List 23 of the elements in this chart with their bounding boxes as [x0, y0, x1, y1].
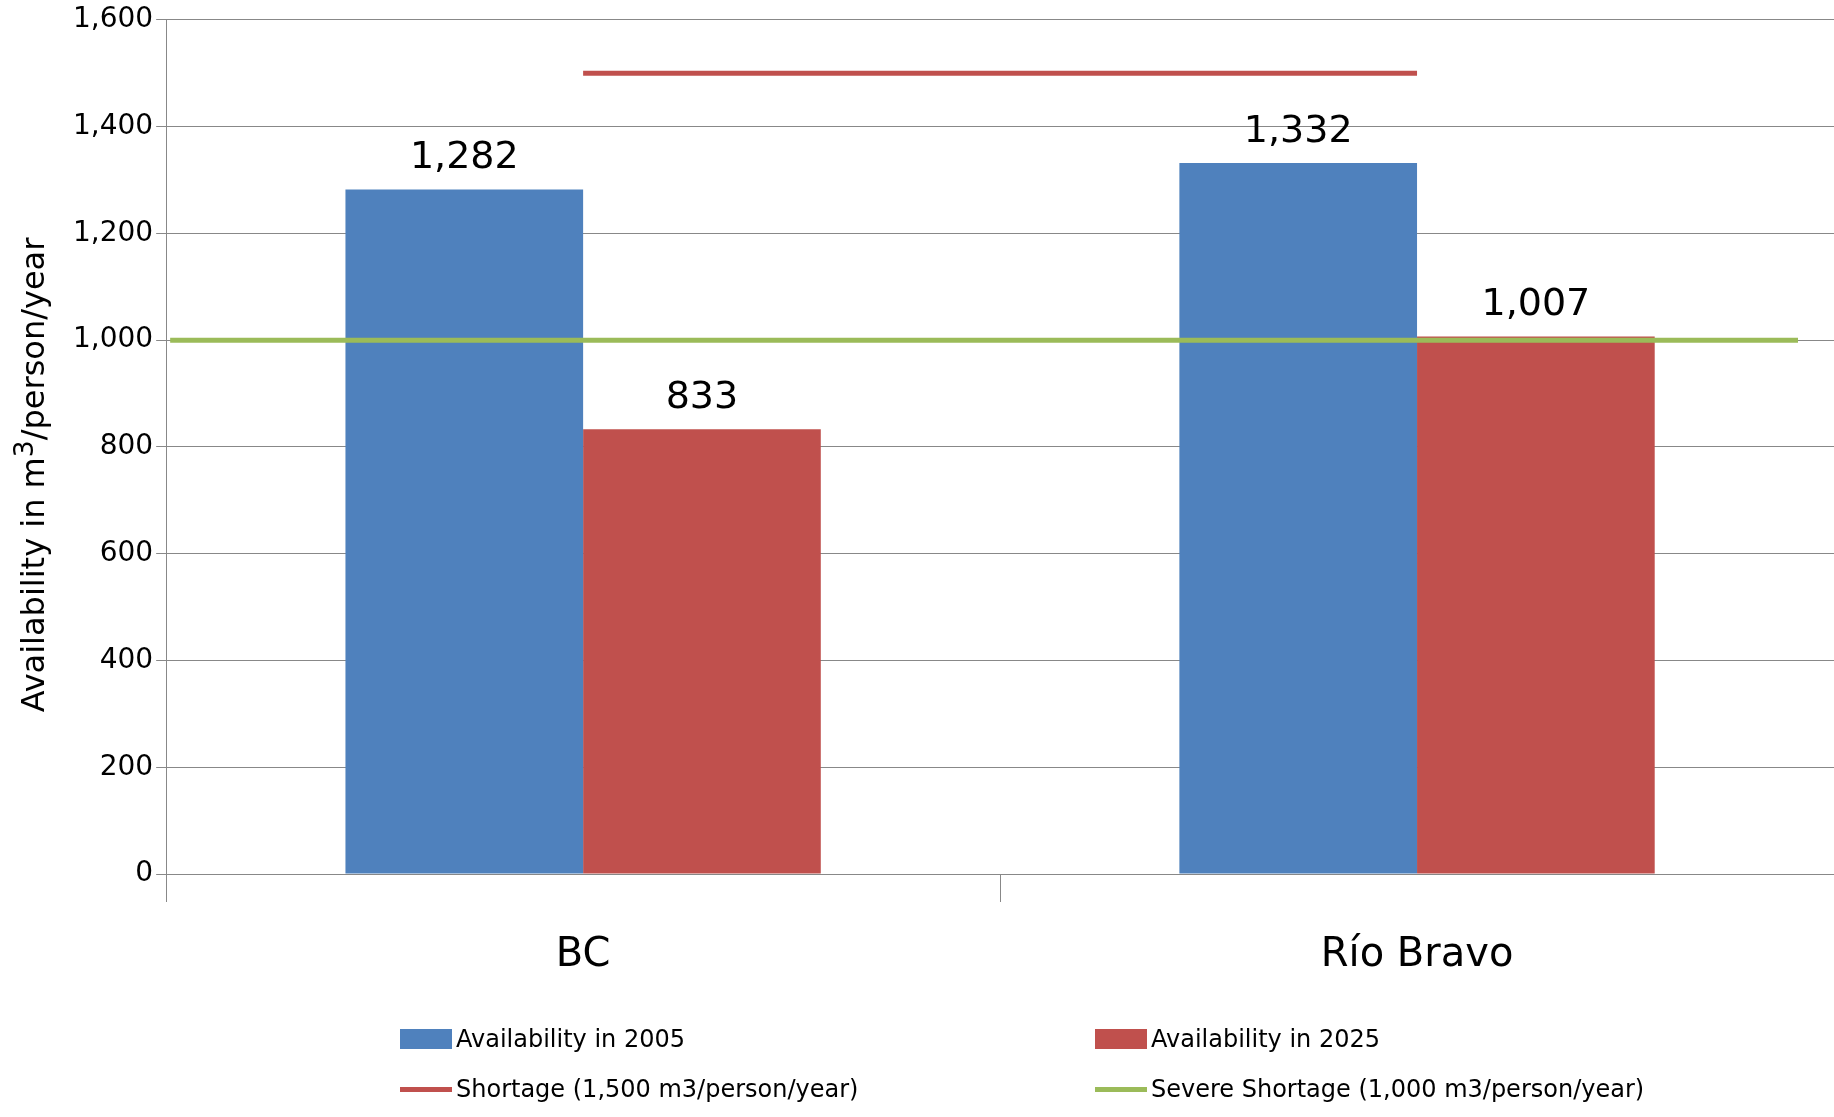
bar — [583, 429, 821, 874]
data-label: 1,332 — [1243, 106, 1353, 151]
y-tick-label: 400 — [99, 641, 154, 675]
y-tick-label: 200 — [99, 748, 154, 782]
y-tick-label: 1,200 — [72, 214, 154, 248]
legend-label: Shortage (1,500 m3/person/year) — [456, 1075, 859, 1103]
y-tick-label: 0 — [135, 855, 154, 889]
x-tick-label: Río Bravo — [1320, 929, 1514, 976]
legend-label: Availability in 2005 — [456, 1025, 686, 1053]
bar — [1179, 162, 1418, 874]
y-tick-label: 800 — [99, 428, 154, 462]
bar — [345, 189, 584, 874]
y-tick-label: 1,600 — [72, 1, 154, 35]
y-tick-label: 600 — [99, 534, 154, 568]
legend-label: Severe Shortage (1,000 m3/person/year) — [1151, 1075, 1645, 1103]
y-tick-label: 1,000 — [72, 321, 154, 355]
x-tick-label: BC — [555, 929, 611, 976]
bar — [1417, 336, 1655, 874]
y-tick-label: 1,400 — [72, 107, 154, 141]
legend-label: Availability in 2025 — [1151, 1025, 1381, 1053]
data-label: 833 — [665, 373, 739, 418]
data-label: 1,007 — [1481, 280, 1591, 325]
data-label: 1,282 — [409, 133, 519, 178]
